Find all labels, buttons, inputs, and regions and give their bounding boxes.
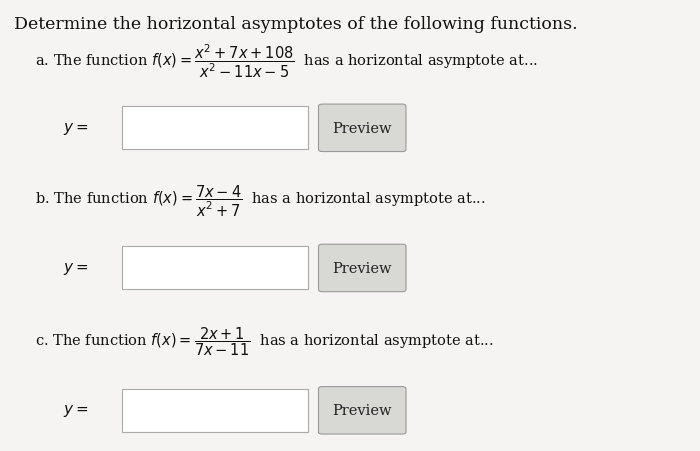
FancyBboxPatch shape xyxy=(318,387,406,434)
Text: Preview: Preview xyxy=(332,122,392,135)
Text: $y =$: $y =$ xyxy=(63,402,88,419)
Text: $y =$: $y =$ xyxy=(63,120,88,137)
FancyBboxPatch shape xyxy=(122,247,308,290)
Text: b. The function $f(x) = \dfrac{7x - 4}{x^2 + 7}$  has a horizontal asymptote at.: b. The function $f(x) = \dfrac{7x - 4}{x… xyxy=(35,183,486,218)
Text: $y =$: $y =$ xyxy=(63,260,88,276)
FancyBboxPatch shape xyxy=(122,107,308,150)
Text: c. The function $f(x) = \dfrac{2x + 1}{7x - 11}$  has a horizontal asymptote at.: c. The function $f(x) = \dfrac{2x + 1}{7… xyxy=(35,324,493,357)
Text: a. The function $f(x) = \dfrac{x^2 + 7x + 108}{x^2 - 11x - 5}$  has a horizontal: a. The function $f(x) = \dfrac{x^2 + 7x … xyxy=(35,42,538,80)
Text: Preview: Preview xyxy=(332,404,392,417)
FancyBboxPatch shape xyxy=(318,244,406,292)
FancyBboxPatch shape xyxy=(122,389,308,432)
FancyBboxPatch shape xyxy=(318,105,406,152)
Text: Preview: Preview xyxy=(332,262,392,275)
Text: Determine the horizontal asymptotes of the following functions.: Determine the horizontal asymptotes of t… xyxy=(14,16,578,33)
